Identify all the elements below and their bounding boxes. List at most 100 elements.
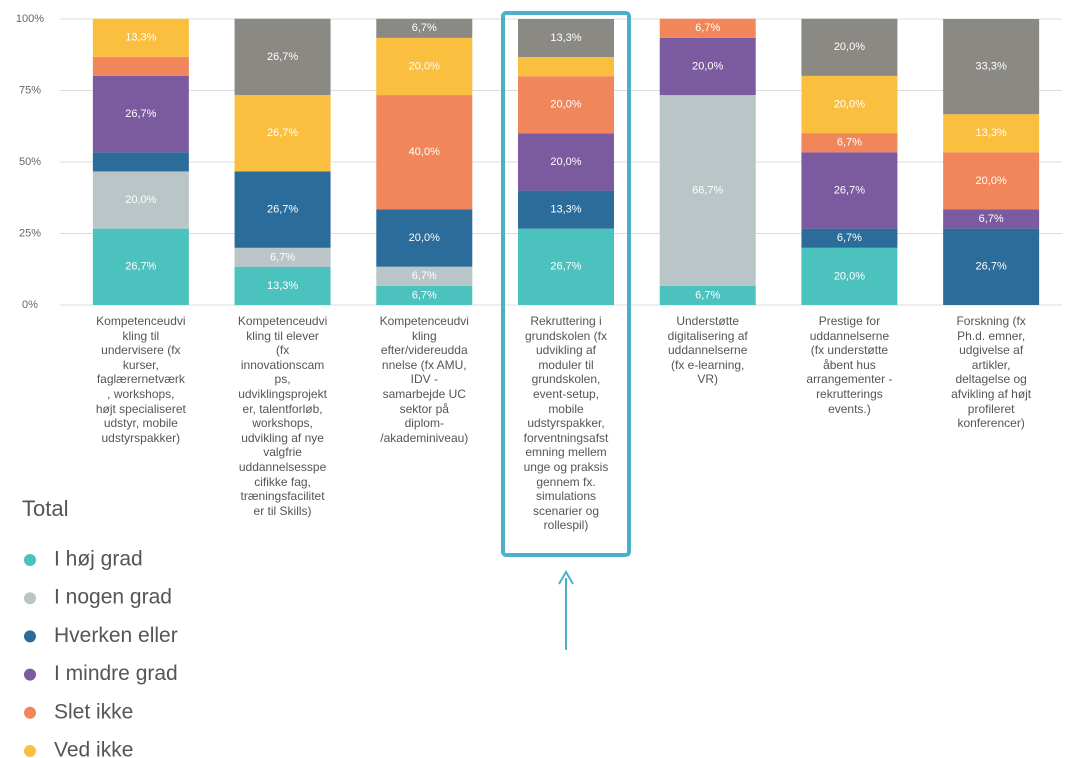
legend-swatch <box>24 706 36 719</box>
value-label: 26,7% <box>267 127 298 139</box>
x-tick-label: Kompetenceudvi kling til undervisere (fx… <box>95 314 186 445</box>
legend-swatch <box>24 668 36 681</box>
bar-segment <box>943 19 1040 115</box>
bar-segment <box>234 247 331 267</box>
highlight-box <box>501 11 631 557</box>
value-label: 40,0% <box>409 146 440 158</box>
value-label: 13,3% <box>267 280 298 292</box>
bar-segment <box>376 209 473 267</box>
value-label: 20,0% <box>125 194 156 206</box>
x-tick-label: Kompetenceudvi kling efter/videreudda nn… <box>379 314 469 445</box>
value-label: 26,7% <box>267 204 298 216</box>
legend-swatch <box>24 745 36 757</box>
arrow-head <box>558 570 574 585</box>
bar-segment <box>518 133 614 191</box>
x-tick-label: Prestige for uddannelserne (fx understøt… <box>806 314 893 416</box>
bar-segment <box>92 56 189 76</box>
bar-segment <box>518 190 614 229</box>
bar-segment <box>518 19 614 58</box>
bar-segment <box>234 18 331 96</box>
bar-segment <box>376 95 473 210</box>
value-label: 26,7% <box>834 184 865 196</box>
value-label: 13,3% <box>125 32 156 44</box>
value-label: 13,3% <box>976 127 1007 139</box>
y-tick-label: 25% <box>19 227 41 239</box>
y-tick-label: 75% <box>19 84 41 96</box>
value-label: 6,7% <box>412 270 437 282</box>
legend-swatch <box>24 592 36 605</box>
value-label: 13,3% <box>550 204 581 216</box>
bar-segment <box>234 95 331 172</box>
value-label: 13,3% <box>550 32 581 44</box>
value-label: 20,0% <box>550 99 581 111</box>
bar-segment <box>518 76 614 134</box>
value-label: 6,7% <box>837 232 862 244</box>
value-label: 6,7% <box>695 22 720 34</box>
legend-label: I høj grad <box>54 548 143 571</box>
value-label: 26,7% <box>550 261 581 273</box>
bar-segment <box>376 37 473 96</box>
value-label: 20,0% <box>976 175 1007 187</box>
legend-label: Hverken eller <box>54 624 178 647</box>
value-label: 26,7% <box>125 261 156 273</box>
y-tick-label: 100% <box>16 13 44 25</box>
legend-label: I nogen grad <box>54 586 172 609</box>
bar-segment <box>943 152 1040 210</box>
value-label: 6,7% <box>695 289 720 301</box>
bar-segment <box>518 57 614 77</box>
bar-segment <box>801 18 898 76</box>
legend-label: Slet ikke <box>54 700 133 723</box>
bar-segment <box>234 266 331 305</box>
x-tick-label: Rekruttering i grundskolen (fx udvikling… <box>523 314 609 533</box>
legend-label: I mindre grad <box>54 662 178 685</box>
value-label: 20,0% <box>550 156 581 168</box>
bar-segment <box>376 266 473 286</box>
bar-segment <box>801 152 898 229</box>
y-tick-label: 0% <box>22 299 38 311</box>
bar-segment <box>92 228 189 305</box>
y-tick-label: 50% <box>19 156 41 168</box>
bar-segment <box>943 209 1040 229</box>
legend-label: Ved ikke <box>54 739 133 758</box>
value-label: 6,7% <box>270 251 295 263</box>
legend-swatch <box>24 630 36 643</box>
value-label: 26,7% <box>976 261 1007 273</box>
bar-segment <box>659 95 756 286</box>
bar-segment <box>801 75 898 134</box>
bar-segment <box>92 152 189 172</box>
x-tick-label: Understøtte digitalisering af uddannelse… <box>667 314 748 387</box>
bar-segment <box>376 18 473 38</box>
bar-segment <box>376 285 473 305</box>
legend-swatch <box>24 554 36 566</box>
value-label: 6,7% <box>412 22 437 34</box>
value-label: 20,0% <box>409 232 440 244</box>
value-label: 33,3% <box>976 61 1007 73</box>
bar-segment <box>518 228 614 305</box>
value-label: 26,7% <box>125 108 156 120</box>
value-label: 66,7% <box>692 184 723 196</box>
legend-title: Total <box>22 496 68 521</box>
bar-segment <box>943 114 1040 153</box>
x-tick-label: Forskning (fx Ph.d. emner, udgivelse af … <box>951 314 1032 431</box>
value-label: 26,7% <box>267 51 298 63</box>
bar-segment <box>659 37 756 96</box>
value-label: 6,7% <box>837 137 862 149</box>
x-tick-label: Kompetenceudvi kling til elever (fx inno… <box>237 314 328 518</box>
bar-segment <box>659 18 756 38</box>
bar-segment <box>92 171 189 229</box>
value-label: 20,0% <box>834 98 865 110</box>
bar-segment <box>234 171 331 248</box>
bar-segment <box>92 75 189 153</box>
value-label: 20,0% <box>692 60 723 72</box>
bar-segment <box>801 228 898 248</box>
bar-segment <box>659 285 756 305</box>
bar-segment <box>92 18 189 57</box>
value-label: 6,7% <box>412 289 437 301</box>
value-label: 20,0% <box>834 270 865 282</box>
bar-segment <box>801 247 898 305</box>
value-label: 6,7% <box>979 213 1004 225</box>
value-label: 20,0% <box>834 41 865 53</box>
bar-segment <box>943 228 1040 305</box>
